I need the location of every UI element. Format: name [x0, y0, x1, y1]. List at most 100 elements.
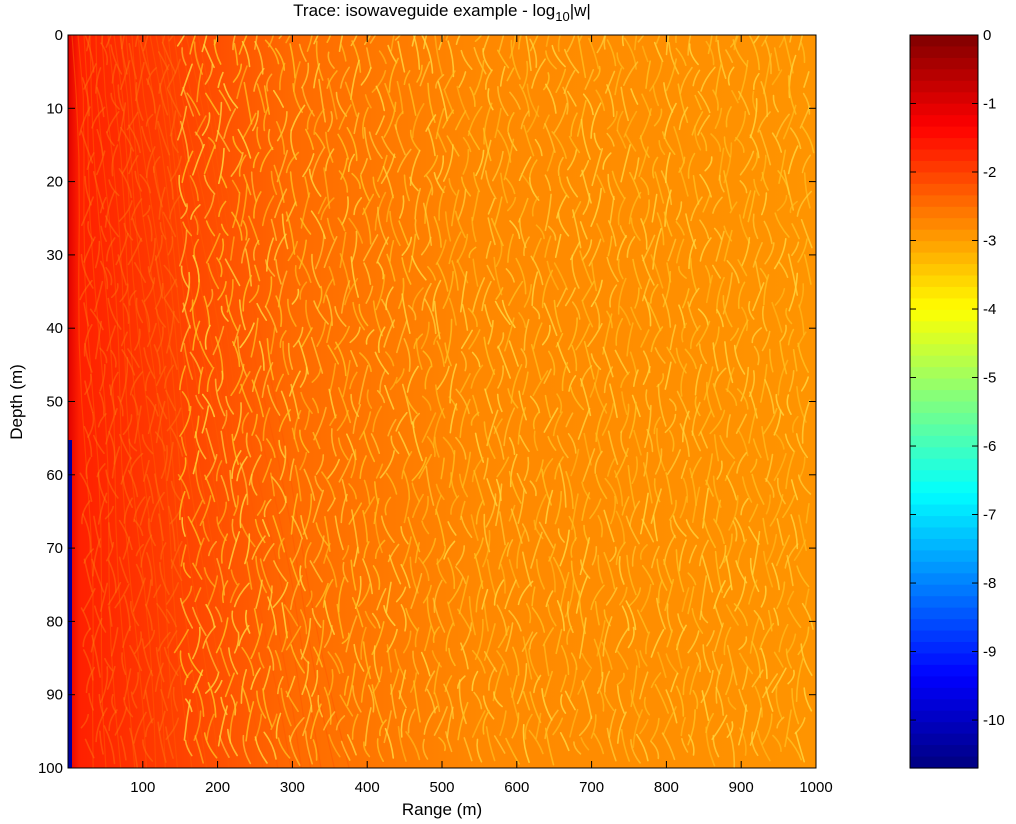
interference-streak [560, 694, 567, 714]
interference-streak [296, 255, 312, 283]
colorbar-band [910, 35, 978, 48]
interference-streak [327, 344, 340, 365]
interference-streak [322, 578, 334, 608]
interference-streak [543, 302, 558, 337]
y-tick-label: 90 [46, 687, 63, 704]
interference-streak [627, 626, 635, 649]
interference-streak [100, 42, 109, 66]
interference-streak [493, 425, 505, 460]
interference-streak [714, 61, 723, 96]
interference-streak [306, 35, 313, 52]
interference-streak [142, 739, 154, 762]
interference-streak [761, 171, 769, 191]
interference-streak [123, 222, 134, 241]
interference-streak [252, 151, 260, 169]
interference-streak [732, 520, 738, 542]
colorbar-band [910, 710, 978, 723]
interference-streak [692, 69, 701, 87]
interference-streak [362, 234, 379, 262]
interference-streak [360, 66, 372, 86]
interference-streak [230, 152, 244, 177]
interference-streak [787, 253, 799, 296]
interference-streak [594, 302, 601, 329]
interference-streak [408, 233, 417, 273]
interference-streak [261, 362, 274, 398]
interference-streak [628, 401, 637, 439]
interference-streak [690, 196, 703, 222]
interference-streak [107, 559, 117, 594]
interference-streak [398, 277, 405, 310]
interference-streak [316, 321, 327, 347]
interference-streak [579, 537, 591, 576]
interference-streak [597, 515, 604, 538]
interference-streak [187, 516, 202, 546]
interference-streak [577, 35, 587, 79]
interference-streak [535, 558, 545, 590]
interference-streak [579, 617, 587, 659]
interference-streak [726, 644, 738, 686]
interference-streak [285, 690, 299, 713]
interference-streak [509, 35, 517, 59]
interference-streak [139, 40, 151, 75]
interference-streak [475, 149, 485, 177]
colorbar-band [910, 470, 978, 483]
interference-streak [134, 35, 139, 47]
interference-streak [685, 213, 697, 250]
interference-streak [251, 535, 266, 560]
interference-streak [278, 495, 287, 514]
interference-streak [327, 458, 340, 479]
interference-streak [422, 584, 432, 604]
interference-streak [487, 197, 496, 215]
interference-streak [509, 220, 521, 240]
interference-streak [594, 450, 603, 474]
interference-streak [400, 708, 407, 738]
interference-streak [195, 683, 205, 717]
interference-streak [385, 581, 392, 613]
x-tick-label: 500 [429, 779, 454, 796]
interference-streak [155, 647, 165, 683]
interference-streak [752, 242, 763, 268]
interference-streak [397, 40, 406, 73]
interference-streak [223, 83, 239, 109]
interference-streak [127, 348, 140, 368]
interference-streak [195, 394, 204, 410]
interference-streak [121, 147, 132, 175]
interference-streak [654, 448, 663, 475]
interference-streak [254, 518, 266, 544]
interference-streak [713, 367, 727, 388]
interference-streak [346, 663, 356, 707]
interference-streak [99, 666, 109, 704]
interference-streak [556, 194, 567, 219]
interference-streak [208, 540, 217, 557]
interference-streak [666, 346, 677, 364]
interference-streak [728, 494, 739, 531]
interference-streak [270, 170, 278, 195]
interference-streak [266, 338, 275, 381]
interference-streak [291, 288, 300, 305]
interference-streak [97, 472, 108, 504]
interference-streak [409, 176, 419, 192]
interference-streak [484, 304, 493, 328]
near-source-streak [107, 35, 166, 768]
interference-streak [733, 603, 748, 627]
interference-streak [142, 205, 151, 217]
interference-streak [455, 35, 461, 45]
interference-streak [611, 170, 626, 200]
interference-streak [496, 650, 509, 676]
interference-streak [472, 277, 486, 313]
interference-streak [435, 508, 446, 547]
y-tick-label: 50 [46, 394, 63, 411]
interference-streak [495, 483, 503, 527]
interference-streak [777, 359, 789, 396]
interference-streak [698, 539, 709, 567]
interference-streak [110, 349, 117, 368]
interference-streak [91, 634, 101, 678]
interference-streak [593, 382, 608, 414]
interference-streak [275, 121, 286, 155]
interference-streak [497, 625, 510, 649]
interference-streak [192, 143, 205, 176]
interference-streak [132, 672, 140, 695]
interference-streak [167, 236, 174, 256]
x-tick-label: 700 [579, 779, 604, 796]
interference-streak [110, 92, 120, 110]
